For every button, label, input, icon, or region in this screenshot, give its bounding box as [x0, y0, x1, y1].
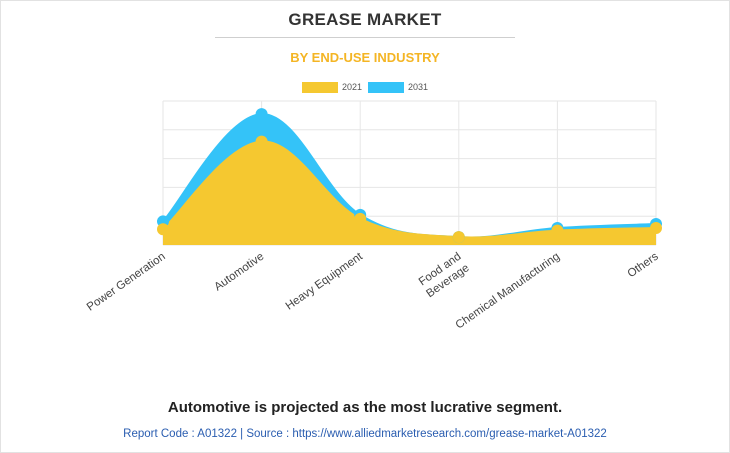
x-axis-labels: Power Generation Automotive Heavy Equipmen… [85, 250, 661, 331]
point-2031-2 [255, 108, 268, 121]
legend-item-2031[interactable]: 2031 [368, 81, 429, 93]
x-tick-label: Automotive [212, 251, 266, 294]
legend-swatch-2031 [368, 81, 404, 93]
chart-subtitle: BY END-USE INDUSTRY [290, 50, 440, 65]
point-2021-1 [157, 223, 169, 236]
chart-title: GREASE MARKET [288, 10, 442, 29]
legend-label-2031: 2031 [408, 82, 429, 92]
area-series-2021 [163, 141, 656, 245]
point-2021-3 [354, 212, 367, 225]
point-2021-6 [650, 221, 662, 234]
data-points [157, 108, 662, 244]
legend-label-2021: 2021 [341, 82, 362, 92]
legend-swatch-2021 [301, 81, 338, 93]
x-tick-label: Others [626, 250, 661, 280]
insight-headline: Automotive is projected as the most lucr… [167, 399, 563, 416]
legend-item-2021[interactable]: 2021 [301, 81, 362, 93]
title-divider [215, 37, 515, 38]
point-2021-4 [452, 231, 465, 244]
point-2021-2 [255, 135, 268, 148]
point-2021-5 [551, 224, 564, 237]
report-source[interactable]: Report Code : A01322 | Source : https://… [123, 428, 607, 440]
x-tick-label: Food andBeverage [416, 251, 471, 301]
x-tick-label: Chemical Manufacturing [454, 251, 562, 332]
series-areas [162, 113, 657, 245]
x-tick-label: Power Generation [85, 251, 168, 314]
legend: 2021 2031 [0, 80, 730, 94]
x-tick-label: Heavy Equipment [284, 250, 366, 312]
